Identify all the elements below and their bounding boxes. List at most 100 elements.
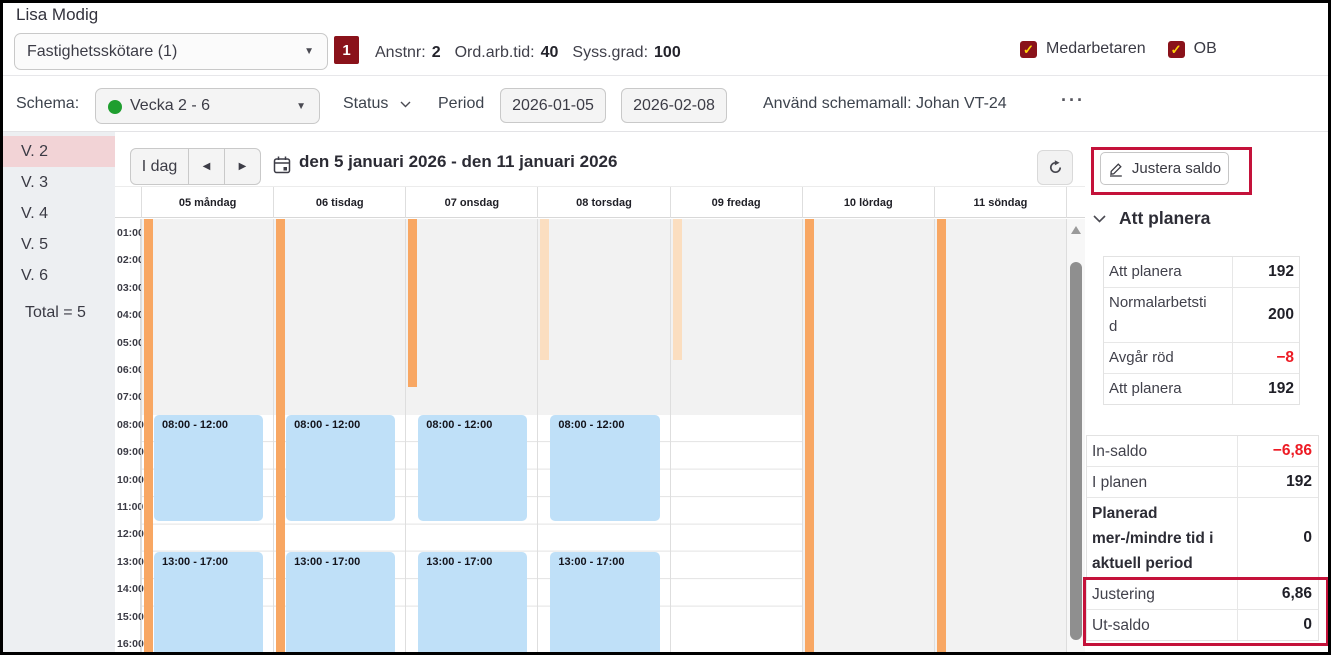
shift-event[interactable]: 08:00 - 12:00 <box>286 414 396 522</box>
stat-value: 100 <box>654 44 681 61</box>
period-to-button[interactable]: 2026-02-08 <box>621 88 727 123</box>
hour-label: 08:00 <box>117 418 144 431</box>
checkbox-label: OB <box>1193 40 1217 57</box>
table-row: Avgår röd −8 <box>1104 343 1299 374</box>
chevron-down-icon: ▼ <box>296 100 306 112</box>
ob-stripe <box>540 219 550 360</box>
hour-label: 11:00 <box>117 501 144 513</box>
row-value: 192 <box>1268 380 1294 397</box>
stat-label: Anstnr: <box>375 44 426 61</box>
day-header-cell: 09 fredag <box>669 187 802 218</box>
ob-stripe <box>276 219 286 652</box>
header-stats: Anstnr: 2 Ord.arb.tid: 40 Syss.grad: 100 <box>375 44 681 62</box>
row-value: 0 <box>1303 616 1312 633</box>
time-gutter: 01:00 02:00 03:00 04:00 05:00 06:00 07:00 08:00… <box>115 219 144 652</box>
status-dropdown[interactable]: Status <box>343 95 411 113</box>
stat-value: 40 <box>540 44 559 61</box>
week-sidebar: V. 2 V. 3 V. 4 V. 5 V. 6 Total = 5 <box>3 132 115 652</box>
hour-label: 12:00 <box>117 528 144 541</box>
sidebar-item-week[interactable]: V. 3 <box>21 174 48 191</box>
offhours-shading <box>802 219 934 652</box>
row-value: 192 <box>1286 473 1312 490</box>
hour-label: 10:00 <box>117 473 144 486</box>
att-planera-section-toggle[interactable]: Att planera <box>1093 208 1210 229</box>
status-dot-icon <box>108 100 122 114</box>
employee-name: Lisa Modig <box>16 5 99 24</box>
sidebar-item-week[interactable]: V. 6 <box>21 267 48 284</box>
day-column[interactable] <box>933 219 1066 652</box>
stat-label: Ord.arb.tid: <box>454 44 535 61</box>
hour-label: 02:00 <box>117 254 144 267</box>
sidebar-item-week[interactable]: V. 5 <box>21 236 48 253</box>
status-label: Status <box>343 95 389 112</box>
adjust-balance-label: Justera saldo <box>1131 160 1222 177</box>
offhours-shading <box>934 219 1066 652</box>
balance-table: In-saldo −6,86 I planen 192 Planerad mer-/mi… <box>1086 435 1319 641</box>
scrollbar-thumb[interactable] <box>1070 262 1082 640</box>
table-row: Ut-saldo 0 <box>1087 610 1318 640</box>
stat-item: Anstnr: 2 <box>375 44 441 62</box>
table-row: Planerad mer-/mindre tid i aktuell perio… <box>1087 498 1318 579</box>
hour-label: 06:00 <box>117 364 144 376</box>
row-label: Planerad mer-/mindre tid i aktuell perio… <box>1087 498 1238 578</box>
row-label: Att planera <box>1104 257 1233 287</box>
adjust-balance-button[interactable]: Justera saldo <box>1100 152 1229 185</box>
stat-value: 2 <box>431 44 441 61</box>
day-header-cell: 05 måndag <box>141 187 273 218</box>
day-column[interactable]: 08:00 - 12:00 13:00 - 17:00 <box>405 219 538 652</box>
stat-item: Syss.grad: 100 <box>572 44 680 62</box>
today-button[interactable]: I dag <box>130 148 189 185</box>
role-dropdown[interactable]: Fastighetsskötare (1) ▼ <box>14 33 328 70</box>
hour-label: 14:00 <box>117 583 144 596</box>
shift-event[interactable]: 13:00 - 17:00 <box>418 551 528 652</box>
calendar-grid: 01:00 02:00 03:00 04:00 05:00 06:00 07:00 08:00… <box>115 219 1066 652</box>
chevron-down-icon <box>1093 214 1106 223</box>
chevron-down-icon <box>400 101 411 108</box>
shift-event[interactable]: 13:00 - 17:00 <box>550 551 660 652</box>
day-header-cell: 11 söndag <box>933 187 1066 218</box>
shift-event[interactable]: 08:00 - 12:00 <box>418 414 528 522</box>
checkbox-box[interactable]: ✓ <box>1020 40 1037 58</box>
scroll-up-arrow-icon[interactable] <box>1071 226 1081 234</box>
day-column[interactable]: 08:00 - 12:00 13:00 - 17:00 <box>273 219 406 652</box>
row-value: −8 <box>1276 349 1294 366</box>
next-week-button[interactable]: ▶ <box>224 148 261 185</box>
day-column[interactable]: 08:00 - 12:00 13:00 - 17:00 <box>537 219 670 652</box>
row-label: I planen <box>1087 467 1238 497</box>
row-label: Att planera <box>1104 374 1233 404</box>
period-from-button[interactable]: 2026-01-05 <box>500 88 606 123</box>
shift-event[interactable]: 08:00 - 12:00 <box>550 414 660 522</box>
day-column[interactable] <box>801 219 934 652</box>
checkbox-box[interactable]: ✓ <box>1167 40 1185 58</box>
schema-dropdown[interactable]: Vecka 2 - 6 ▼ <box>95 88 320 124</box>
planning-summary-table: Att planera 192 Normalarbetstid 200 Avgår rö… <box>1103 256 1300 405</box>
day-column[interactable] <box>669 219 802 652</box>
sidebar-item-week[interactable]: V. 2 <box>3 136 115 167</box>
ob-stripe <box>144 219 153 652</box>
hour-label: 09:00 <box>117 446 144 459</box>
more-options-button[interactable]: ··· <box>1061 90 1085 110</box>
period-label: Period <box>438 95 485 112</box>
refresh-button[interactable] <box>1037 150 1073 185</box>
shift-event[interactable]: 08:00 - 12:00 <box>154 414 264 522</box>
prev-week-button[interactable]: ◀ <box>188 148 225 185</box>
ob-stripe <box>408 219 418 388</box>
offhours-shading <box>406 219 538 415</box>
divider <box>3 75 1328 76</box>
shift-event[interactable]: 13:00 - 17:00 <box>154 551 264 652</box>
ob-stripe <box>804 219 814 652</box>
sidebar-item-week[interactable]: V. 4 <box>21 205 48 222</box>
schema-template-link[interactable]: Använd schemamall: Johan VT-24 <box>763 95 1007 112</box>
pencil-icon <box>1109 162 1122 177</box>
chevron-down-icon: ▼ <box>304 46 314 57</box>
day-header-cell: 10 lördag <box>801 187 934 218</box>
checkbox-medarbetaren[interactable]: ✓ Medarbetaren <box>1020 40 1146 58</box>
shift-event[interactable]: 13:00 - 17:00 <box>286 551 396 652</box>
checkbox-ob[interactable]: ✓ OB <box>1167 40 1217 58</box>
row-value: 6,86 <box>1281 585 1312 602</box>
calendar-icon <box>273 156 291 174</box>
offhours-shading <box>538 219 670 415</box>
ob-stripe <box>936 219 946 652</box>
day-column[interactable]: 08:00 - 12:00 13:00 - 17:00 <box>141 219 274 652</box>
